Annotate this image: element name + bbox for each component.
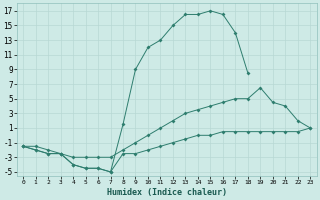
X-axis label: Humidex (Indice chaleur): Humidex (Indice chaleur) <box>107 188 227 197</box>
